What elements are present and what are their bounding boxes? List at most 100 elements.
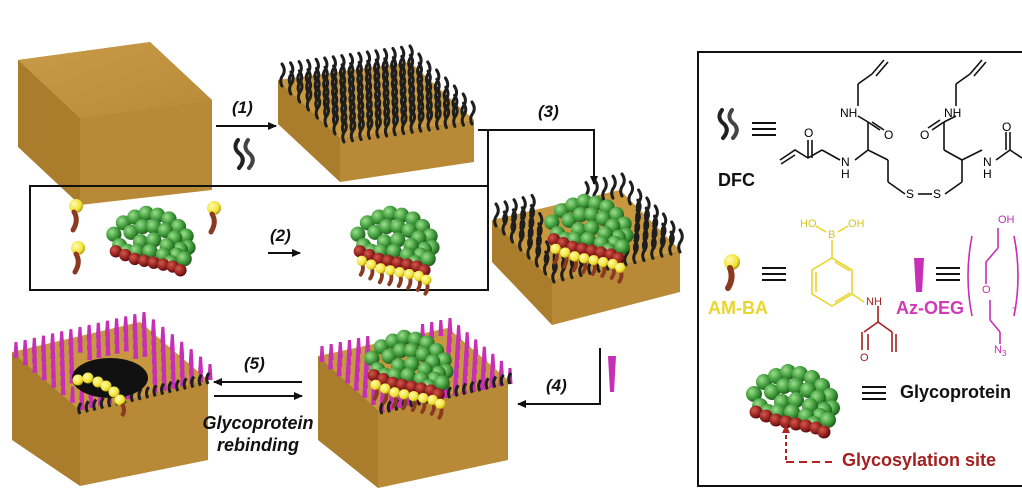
protein-bead (436, 352, 452, 368)
dfc-chain (460, 101, 468, 127)
imprinting-substrate (492, 172, 684, 325)
equiv-sign (762, 267, 786, 281)
imprint-cavity (72, 358, 148, 398)
glycosylation-bead (174, 264, 187, 277)
dfc-chain (518, 226, 525, 252)
atom-o: O (920, 128, 930, 142)
az-oeg-chain (353, 374, 359, 391)
dfc-chain (641, 237, 648, 263)
equiv-sign (752, 122, 776, 136)
glycosylation-bead (128, 252, 141, 266)
dfc-chain (454, 384, 460, 398)
glycosylation-bead (799, 419, 813, 433)
atom-s: S (906, 187, 915, 201)
dfc-chain (296, 78, 304, 104)
atom-nh: NH (840, 106, 858, 120)
protein-bead (572, 207, 589, 223)
protein-bead (614, 239, 630, 255)
dfc-chain (443, 104, 451, 130)
step-2-label: (2) (270, 226, 291, 245)
rebinding-caption: Glycoprotein rebinding (200, 412, 316, 456)
boronic-acid-bead (375, 263, 386, 274)
protein-bead (178, 228, 194, 244)
az-oeg-chain (60, 379, 66, 396)
glycosylation-bead (759, 409, 773, 423)
boronic-acid-bead (435, 398, 446, 410)
dfc-chain (305, 86, 313, 112)
protein-bead (382, 205, 398, 221)
protein-bead (584, 220, 600, 236)
dfc-chain (323, 102, 331, 128)
amba-linker (208, 211, 217, 235)
az-oeg-chain (328, 353, 334, 370)
az-oeg-chain (22, 349, 28, 366)
glycosylation-bead (585, 244, 598, 257)
protein-bead (146, 219, 162, 235)
az-oeg-chain (142, 340, 148, 357)
az-oeg-chain (32, 356, 38, 373)
atom-o: O (982, 284, 991, 296)
legend-dfc-label: DFC (718, 170, 755, 190)
glycosylation-bead (401, 258, 414, 271)
az-oeg-chain (336, 360, 342, 377)
az-oeg-chain (77, 336, 83, 353)
dfc-chain (668, 230, 675, 256)
protein-bead (350, 226, 366, 242)
az-oeg-protein-substrate (318, 318, 513, 488)
glycosylation-bead (789, 417, 803, 431)
protein-bead (367, 224, 383, 240)
boronic-acid-bead (559, 247, 571, 258)
glycosylation-bead (119, 248, 132, 262)
atom-n: N (994, 344, 1002, 356)
atom-nh: NH (944, 106, 962, 120)
atom-h: H (841, 167, 850, 181)
gold-substrate (18, 42, 212, 205)
glycosylation-bead (405, 380, 418, 393)
dfc-chain (526, 234, 533, 260)
az-oeg-chain (370, 388, 376, 405)
az-oeg-chain (362, 381, 368, 398)
atom-o: O (884, 128, 894, 142)
az-oeg-chain (114, 337, 120, 354)
az-oeg-structure (967, 228, 1019, 344)
rebinding-line1: Glycoprotein (202, 413, 314, 433)
dfc-chain (349, 117, 357, 143)
dfc-chain (366, 114, 374, 140)
dfc-chain (650, 234, 657, 260)
dfc-chain (435, 105, 442, 131)
az-oeg-chain (480, 374, 486, 390)
dfc-chain (190, 375, 196, 389)
dfc-brush-array (279, 44, 476, 144)
atom-n3: N3 (994, 344, 1006, 358)
protein-bead (434, 375, 450, 391)
dfc-chain (492, 375, 498, 389)
protein-bead (134, 219, 150, 235)
step-4-label: (4) (546, 376, 567, 395)
dfc-chain (314, 94, 322, 120)
dfc-chain (446, 386, 452, 399)
boronic-acid-bead (417, 392, 429, 404)
glycosylation-bead (382, 254, 395, 267)
dfc-chain (375, 113, 382, 139)
boronic-acid-bead (578, 253, 590, 264)
atom-h: H (983, 167, 992, 181)
dfc-chain (175, 379, 181, 392)
atom-o: O (860, 352, 869, 364)
glycoprotein-free (106, 205, 196, 277)
atom-o: O (804, 126, 814, 140)
dfc-chain (484, 377, 490, 390)
protein-bead (138, 205, 154, 221)
free-amba-monomers (69, 199, 221, 275)
imprinted-cavity-substrate (12, 312, 213, 486)
step-5-label: (5) (244, 354, 265, 373)
glycoprotein-bound (364, 329, 454, 420)
boronic-acid-bead (365, 259, 377, 270)
protein-bead (381, 348, 397, 364)
dfc-chain (677, 228, 684, 254)
amba-structure (811, 225, 897, 352)
dfc-chain (659, 232, 666, 258)
dfc-chain (409, 108, 417, 134)
dfc-chain (383, 112, 391, 138)
glycosylation-bead (109, 245, 122, 258)
amba-linker (120, 402, 126, 418)
